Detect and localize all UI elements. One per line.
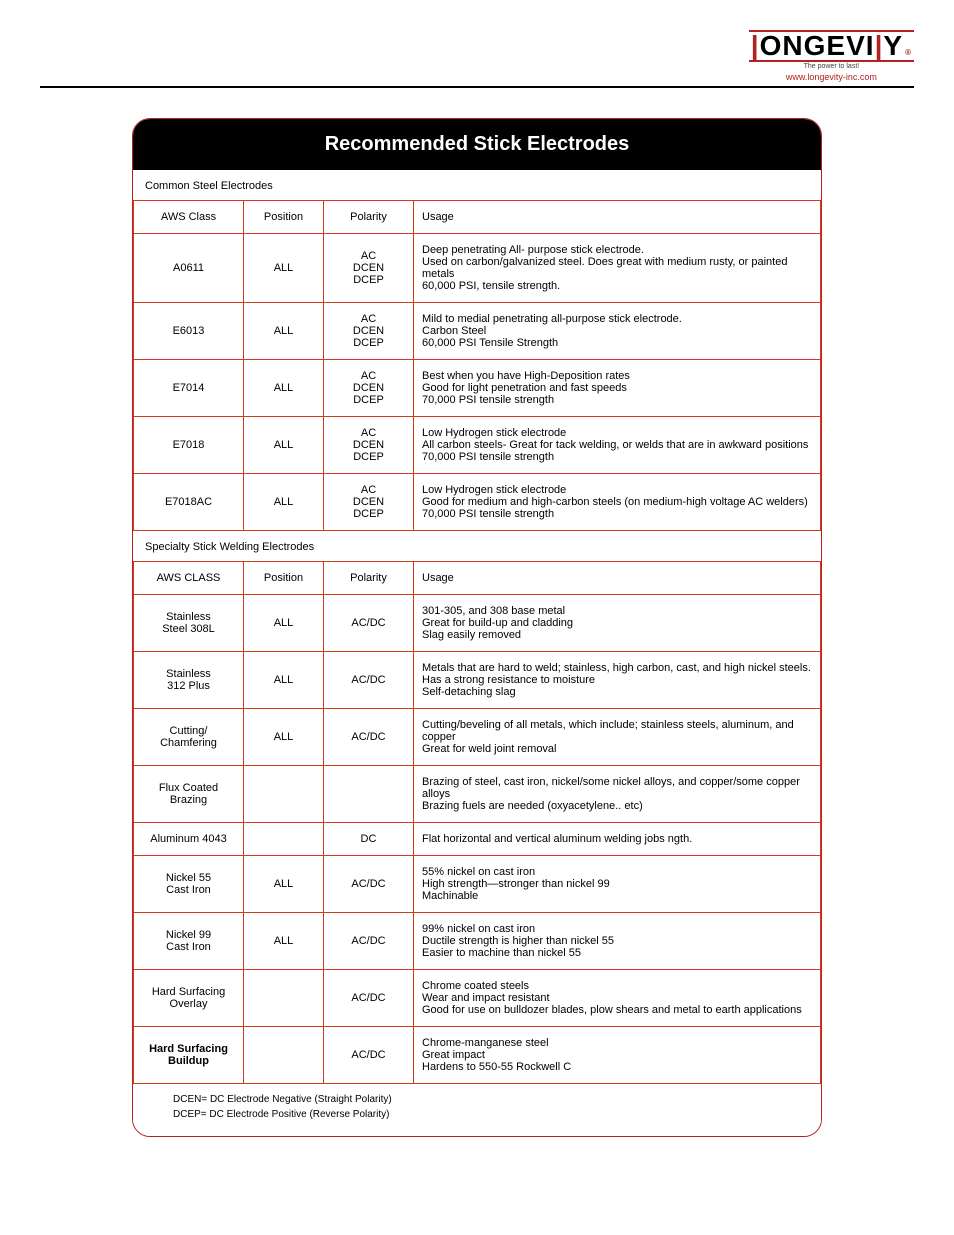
electrodes-card: Recommended Stick Electrodes Common Stee… bbox=[132, 118, 822, 1137]
section-common-label: Common Steel Electrodes bbox=[133, 170, 821, 200]
brand-logo: | ONGEVI | Y ® bbox=[749, 30, 914, 62]
cell-aws: Stainless312 Plus bbox=[134, 652, 244, 709]
table-row: Cutting/ChamferingALLAC/DCCutting/beveli… bbox=[134, 709, 821, 766]
cell-aws: Hard SurfacingBuildup bbox=[134, 1027, 244, 1084]
cell-position: ALL bbox=[244, 417, 324, 474]
registered-icon: ® bbox=[905, 49, 912, 57]
cell-usage: Low Hydrogen stick electrodeGood for med… bbox=[414, 474, 821, 531]
cell-polarity: AC/DC bbox=[324, 970, 414, 1027]
cell-usage: 301-305, and 308 base metalGreat for bui… bbox=[414, 595, 821, 652]
table-row: E6013ALLACDCENDCEPMild to medial penetra… bbox=[134, 303, 821, 360]
cell-position: ALL bbox=[244, 360, 324, 417]
brand-name-right: Y bbox=[883, 32, 903, 60]
cell-usage: Low Hydrogen stick electrodeAll carbon s… bbox=[414, 417, 821, 474]
cell-position bbox=[244, 766, 324, 823]
col-usage: Usage bbox=[414, 562, 821, 595]
cell-polarity: AC/DC bbox=[324, 595, 414, 652]
card-title: Recommended Stick Electrodes bbox=[133, 119, 821, 170]
cell-position: ALL bbox=[244, 856, 324, 913]
brand-url: www.longevity-inc.com bbox=[749, 72, 914, 82]
col-position: Position bbox=[244, 201, 324, 234]
cell-usage: 99% nickel on cast ironDuctile strength … bbox=[414, 913, 821, 970]
cell-polarity: AC/DC bbox=[324, 709, 414, 766]
table-header-row: AWS Class Position Polarity Usage bbox=[134, 201, 821, 234]
cell-aws: Nickel 55Cast Iron bbox=[134, 856, 244, 913]
cell-polarity: ACDCENDCEP bbox=[324, 360, 414, 417]
cell-usage: Metals that are hard to weld; stainless,… bbox=[414, 652, 821, 709]
cell-position: ALL bbox=[244, 652, 324, 709]
footnote-dcen: DCEN= DC Electrode Negative (Straight Po… bbox=[173, 1092, 807, 1107]
cell-polarity: AC/DC bbox=[324, 652, 414, 709]
cell-usage: Mild to medial penetrating all-purpose s… bbox=[414, 303, 821, 360]
logo-block: | ONGEVI | Y ® The power to last! www.lo… bbox=[749, 30, 914, 82]
cell-position: ALL bbox=[244, 595, 324, 652]
cell-usage: Cutting/beveling of all metals, which in… bbox=[414, 709, 821, 766]
footnotes: DCEN= DC Electrode Negative (Straight Po… bbox=[133, 1084, 821, 1136]
col-position: Position bbox=[244, 562, 324, 595]
cell-usage: Brazing of steel, cast iron, nickel/some… bbox=[414, 766, 821, 823]
table-header-row: AWS CLASS Position Polarity Usage bbox=[134, 562, 821, 595]
cell-polarity: AC/DC bbox=[324, 856, 414, 913]
section-specialty-label: Specialty Stick Welding Electrodes bbox=[133, 531, 821, 561]
cell-usage: Chrome-manganese steelGreat impactHarden… bbox=[414, 1027, 821, 1084]
cell-polarity: AC/DC bbox=[324, 913, 414, 970]
table-row: E7018ACALLACDCENDCEPLow Hydrogen stick e… bbox=[134, 474, 821, 531]
cell-polarity: ACDCENDCEP bbox=[324, 474, 414, 531]
brand-tagline: The power to last! bbox=[749, 63, 914, 70]
table-row: StainlessSteel 308LALLAC/DC301-305, and … bbox=[134, 595, 821, 652]
cell-position: ALL bbox=[244, 234, 324, 303]
cell-polarity bbox=[324, 766, 414, 823]
cell-usage: 55% nickel on cast ironHigh strength—str… bbox=[414, 856, 821, 913]
brand-name-left: ONGEVI bbox=[760, 32, 875, 60]
specialty-electrodes-table: AWS CLASS Position Polarity Usage Stainl… bbox=[133, 561, 821, 1084]
cell-position bbox=[244, 970, 324, 1027]
cell-aws: Cutting/Chamfering bbox=[134, 709, 244, 766]
table-row: Hard SurfacingBuildup AC/DCChrome-mangane… bbox=[134, 1027, 821, 1084]
cell-position: ALL bbox=[244, 913, 324, 970]
table-row: E7018ALLACDCENDCEPLow Hydrogen stick ele… bbox=[134, 417, 821, 474]
cell-usage: Best when you have High-Deposition rates… bbox=[414, 360, 821, 417]
cell-usage: Deep penetrating All- purpose stick elec… bbox=[414, 234, 821, 303]
cell-polarity: DC bbox=[324, 823, 414, 856]
table-row: Nickel 55Cast IronALLAC/DC55% nickel on … bbox=[134, 856, 821, 913]
cell-position: ALL bbox=[244, 709, 324, 766]
col-usage: Usage bbox=[414, 201, 821, 234]
table-row: E7014ALLACDCENDCEPBest when you have Hig… bbox=[134, 360, 821, 417]
cell-aws: E7014 bbox=[134, 360, 244, 417]
logo-bracket-left: | bbox=[751, 32, 760, 60]
col-aws: AWS Class bbox=[134, 201, 244, 234]
table-row: Hard SurfacingOverlay AC/DCChrome coated … bbox=[134, 970, 821, 1027]
cell-aws: E7018AC bbox=[134, 474, 244, 531]
page-header: | ONGEVI | Y ® The power to last! www.lo… bbox=[40, 30, 914, 88]
col-aws: AWS CLASS bbox=[134, 562, 244, 595]
cell-polarity: ACDCENDCEP bbox=[324, 234, 414, 303]
cell-aws: StainlessSteel 308L bbox=[134, 595, 244, 652]
col-polarity: Polarity bbox=[324, 562, 414, 595]
cell-position: ALL bbox=[244, 303, 324, 360]
cell-aws: E6013 bbox=[134, 303, 244, 360]
cell-polarity: ACDCENDCEP bbox=[324, 303, 414, 360]
common-electrodes-table: AWS Class Position Polarity Usage A0611A… bbox=[133, 200, 821, 531]
cell-usage: Flat horizontal and vertical aluminum we… bbox=[414, 823, 821, 856]
cell-usage: Chrome coated steelsWear and impact resi… bbox=[414, 970, 821, 1027]
col-polarity: Polarity bbox=[324, 201, 414, 234]
cell-polarity: ACDCENDCEP bbox=[324, 417, 414, 474]
cell-aws: E7018 bbox=[134, 417, 244, 474]
table-row: Stainless312 PlusALLAC/DCMetals that are… bbox=[134, 652, 821, 709]
cell-aws: Flux CoatedBrazing bbox=[134, 766, 244, 823]
cell-aws: Aluminum 4043 bbox=[134, 823, 244, 856]
cell-position: ALL bbox=[244, 474, 324, 531]
cell-position bbox=[244, 1027, 324, 1084]
table-row: Aluminum 4043 DCFlat horizontal and verti… bbox=[134, 823, 821, 856]
table-row: Flux CoatedBrazing Brazing of steel, cast… bbox=[134, 766, 821, 823]
table-row: Nickel 99Cast IronALLAC/DC99% nickel on … bbox=[134, 913, 821, 970]
table-row: A0611ALLACDCENDCEPDeep penetrating All- … bbox=[134, 234, 821, 303]
cell-position bbox=[244, 823, 324, 856]
logo-bracket-right: | bbox=[875, 32, 884, 60]
cell-aws: Nickel 99Cast Iron bbox=[134, 913, 244, 970]
cell-aws: Hard SurfacingOverlay bbox=[134, 970, 244, 1027]
cell-aws: A0611 bbox=[134, 234, 244, 303]
footnote-dcep: DCEP= DC Electrode Positive (Reverse Pol… bbox=[173, 1107, 807, 1122]
cell-polarity: AC/DC bbox=[324, 1027, 414, 1084]
